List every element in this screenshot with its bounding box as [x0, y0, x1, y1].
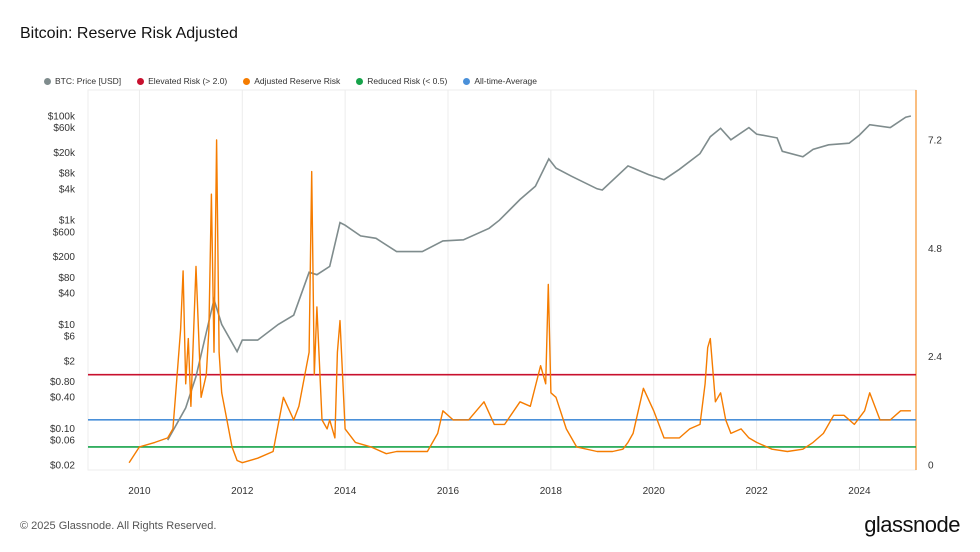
- y-left-tick-100k: $100k: [48, 112, 76, 123]
- y-left-tick-2: $2: [64, 356, 76, 367]
- y-right-tick-2.4: 2.4: [928, 352, 942, 363]
- y-left-tick-20k: $20k: [53, 148, 76, 159]
- y-left-tick-8k: $8k: [59, 169, 76, 180]
- legend-swatch-reserve-risk: [243, 77, 251, 85]
- copyright-footer: © 2025 Glassnode. All Rights Reserved.: [20, 520, 217, 532]
- legend-label-average: All-time-Average: [474, 76, 537, 86]
- y-left-tick-60k: $60k: [53, 123, 76, 134]
- legend-swatch-reduced: [356, 77, 364, 85]
- legend-label-reduced: Reduced Risk (< 0.5): [367, 76, 448, 86]
- legend-item-elevated[interactable]: Elevated Risk (> 2.0): [137, 76, 227, 86]
- legend-label-price: BTC: Price [USD]: [55, 76, 122, 86]
- y-left-tick-0.80: $0.80: [50, 377, 75, 388]
- y-left-tick-0.06: $0.06: [50, 436, 75, 447]
- legend-swatch-average: [463, 77, 471, 85]
- y-left-tick-600: $600: [53, 227, 76, 238]
- y-left-tick-0.02: $0.02: [50, 461, 75, 472]
- y-left-tick-10: $10: [58, 320, 75, 331]
- y-left-tick-200: $200: [53, 252, 76, 263]
- legend-swatch-elevated: [137, 77, 145, 85]
- chart-title: Bitcoin: Reserve Risk Adjusted: [20, 25, 238, 42]
- legend-label-elevated: Elevated Risk (> 2.0): [148, 76, 228, 86]
- chart-legend: BTC: Price [USD] Elevated Risk (> 2.0) A…: [44, 76, 553, 86]
- y-left-tick-40: $40: [58, 289, 75, 300]
- series-line-reserve-risk: [128, 139, 911, 464]
- x-tick-2016: 2016: [437, 486, 460, 497]
- legend-label-reserve-risk: Adjusted Reserve Risk: [254, 76, 341, 86]
- y-left-tick-4k: $4k: [59, 184, 76, 195]
- x-tick-2024: 2024: [848, 486, 871, 497]
- y-left-tick-1k: $1k: [59, 216, 76, 227]
- y-right-tick-7.2: 7.2: [928, 136, 942, 147]
- x-tick-2022: 2022: [745, 486, 768, 497]
- y-left-tick-6: $6: [64, 331, 76, 342]
- glassnode-logo: glassnode: [864, 512, 960, 537]
- x-tick-2018: 2018: [540, 486, 563, 497]
- x-tick-2012: 2012: [231, 486, 254, 497]
- y-left-tick-0.40: $0.40: [50, 393, 75, 404]
- y-right-tick-4.8: 4.8: [928, 244, 942, 255]
- series-line-btc-price: [167, 115, 912, 441]
- legend-item-average[interactable]: All-time-Average: [463, 76, 537, 86]
- legend-item-price[interactable]: BTC: Price [USD]: [44, 76, 121, 86]
- legend-item-reserve-risk[interactable]: Adjusted Reserve Risk: [243, 76, 340, 86]
- legend-item-reduced[interactable]: Reduced Risk (< 0.5): [356, 76, 447, 86]
- x-tick-2014: 2014: [334, 486, 357, 497]
- y-left-tick-80: $80: [58, 273, 75, 284]
- legend-swatch-price: [44, 77, 51, 85]
- x-tick-2020: 2020: [643, 486, 666, 497]
- x-tick-2010: 2010: [128, 486, 151, 497]
- y-left-tick-0.10: $0.10: [50, 424, 75, 435]
- y-right-tick-0: 0: [928, 461, 934, 472]
